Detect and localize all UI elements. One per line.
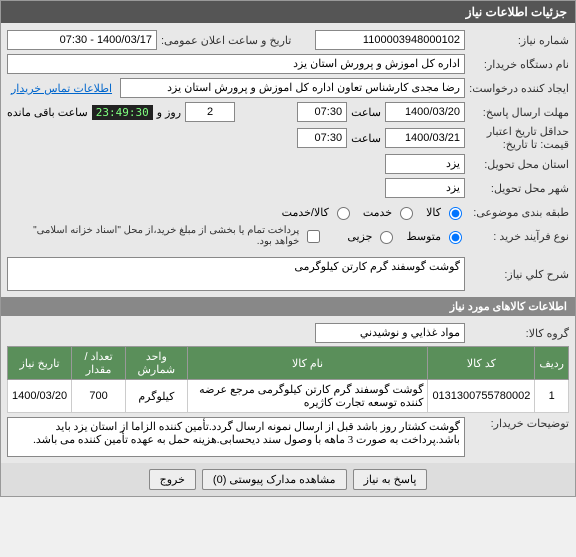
item-group-value: مواد غذایي و نوشیدني [315, 323, 465, 343]
label-day: روز و [157, 106, 181, 119]
label-announce: تاریخ و ساعت اعلان عمومی: [161, 34, 311, 47]
radio-medium-input[interactable] [449, 231, 462, 244]
province-value: یزد [385, 154, 465, 174]
items-table: ردیف کد کالا نام کالا واحد شمارش تعداد /… [7, 346, 569, 413]
label-need-no: شماره نیاز: [469, 34, 569, 47]
label-remaining: ساعت باقی مانده [7, 106, 88, 119]
city-value: یزد [385, 178, 465, 198]
label-hour-2: ساعت [351, 132, 381, 145]
th-date: تاریخ نیاز [8, 347, 72, 380]
radio-mix-label: کالا/خدمت [282, 206, 329, 219]
buyer-org-value: اداره کل اموزش و پرورش استان یزد [7, 54, 465, 74]
radio-khedmat[interactable]: خدمت [363, 204, 416, 220]
close-button[interactable]: خروج [149, 469, 196, 490]
label-validity: حداقل تاریخ اعتبار قیمت: تا تاریخ: [469, 125, 569, 151]
label-category: طبقه بندی موضوعی: [469, 206, 569, 219]
th-code: کد کالا [428, 347, 535, 380]
treasury-note: پرداخت تمام یا بخشی از مبلغ خرید،از محل … [7, 225, 299, 247]
reply-date: 1400/03/20 [385, 102, 465, 122]
label-hour-1: ساعت [351, 106, 381, 119]
reply-time: 07:30 [297, 102, 347, 122]
radio-medium[interactable]: متوسط [406, 228, 465, 244]
radio-kala-input[interactable] [449, 207, 462, 220]
need-title-value: گوشت گوسفند گرم کارتن کیلوگرمی [7, 257, 465, 291]
label-reply-deadline: مهلت ارسال پاسخ: [469, 106, 569, 119]
action-buttons: پاسخ به نیاز مشاهده مدارک پیوستی (0) خرو… [1, 463, 575, 496]
remaining-days: 2 [185, 102, 235, 122]
radio-kala-label: کالا [426, 206, 441, 219]
contact-link[interactable]: اطلاعات تماس خریدار [7, 82, 116, 95]
buyer-notes-value [7, 417, 465, 457]
validity-date: 1400/03/21 [385, 128, 465, 148]
items-section-header: اطلاعات کالاهای مورد نیاز [1, 297, 575, 316]
main-section-header: جزئیات اطلاعات نیاز [1, 1, 575, 23]
table-row: 10131300755780002گوشت گوسفند گرم کارتن ک… [8, 380, 569, 413]
cell-qty: 700 [72, 380, 126, 413]
category-radio-group: کالا خدمت کالا/خدمت [282, 204, 465, 220]
label-process: نوع فرآیند خرید : [469, 230, 569, 243]
radio-minor-label: جزیی [347, 230, 372, 243]
radio-mix[interactable]: کالا/خدمت [282, 204, 353, 220]
treasury-checkbox[interactable] [307, 230, 320, 243]
label-buyer-notes: توضیحات خریدار: [469, 417, 569, 430]
label-requester: ایجاد کننده درخواست: [469, 82, 569, 95]
label-province: استان محل تحویل: [469, 158, 569, 171]
cell-name: گوشت گوسفند گرم کارتن کیلوگرمی مرجع عرضه… [187, 380, 428, 413]
th-idx: ردیف [535, 347, 569, 380]
radio-khedmat-input[interactable] [400, 207, 413, 220]
validity-time: 07:30 [297, 128, 347, 148]
radio-minor-input[interactable] [380, 231, 393, 244]
label-buyer-org: نام دستگاه خریدار: [469, 58, 569, 71]
requester-value: رضا مجدی کارشناس تعاون اداره کل اموزش و … [120, 78, 465, 98]
cell-idx: 1 [535, 380, 569, 413]
attachments-button[interactable]: مشاهده مدارک پیوستی (0) [202, 469, 347, 490]
label-item-group: گروه کالا: [469, 327, 569, 340]
cell-unit: کیلوگرم [126, 380, 188, 413]
th-name: نام کالا [187, 347, 428, 380]
process-radio-group: متوسط جزیی [347, 228, 465, 244]
cell-code: 0131300755780002 [428, 380, 535, 413]
label-need-title: شرح کلي نیاز: [469, 268, 569, 281]
th-unit: واحد شمارش [126, 347, 188, 380]
need-no-value: 1100003948000102 [315, 30, 465, 50]
reply-button[interactable]: پاسخ به نیاز [353, 469, 428, 490]
label-city: شهر محل تحویل: [469, 182, 569, 195]
radio-khedmat-label: خدمت [363, 206, 392, 219]
cell-date: 1400/03/20 [8, 380, 72, 413]
table-header-row: ردیف کد کالا نام کالا واحد شمارش تعداد /… [8, 347, 569, 380]
radio-medium-label: متوسط [406, 230, 441, 243]
announce-value: 1400/03/17 - 07:30 [7, 30, 157, 50]
th-qty: تعداد / مقدار [72, 347, 126, 380]
radio-kala[interactable]: کالا [426, 204, 465, 220]
radio-minor[interactable]: جزیی [347, 228, 396, 244]
radio-mix-input[interactable] [337, 207, 350, 220]
remaining-time-counter: 23:49:30 [92, 105, 153, 120]
